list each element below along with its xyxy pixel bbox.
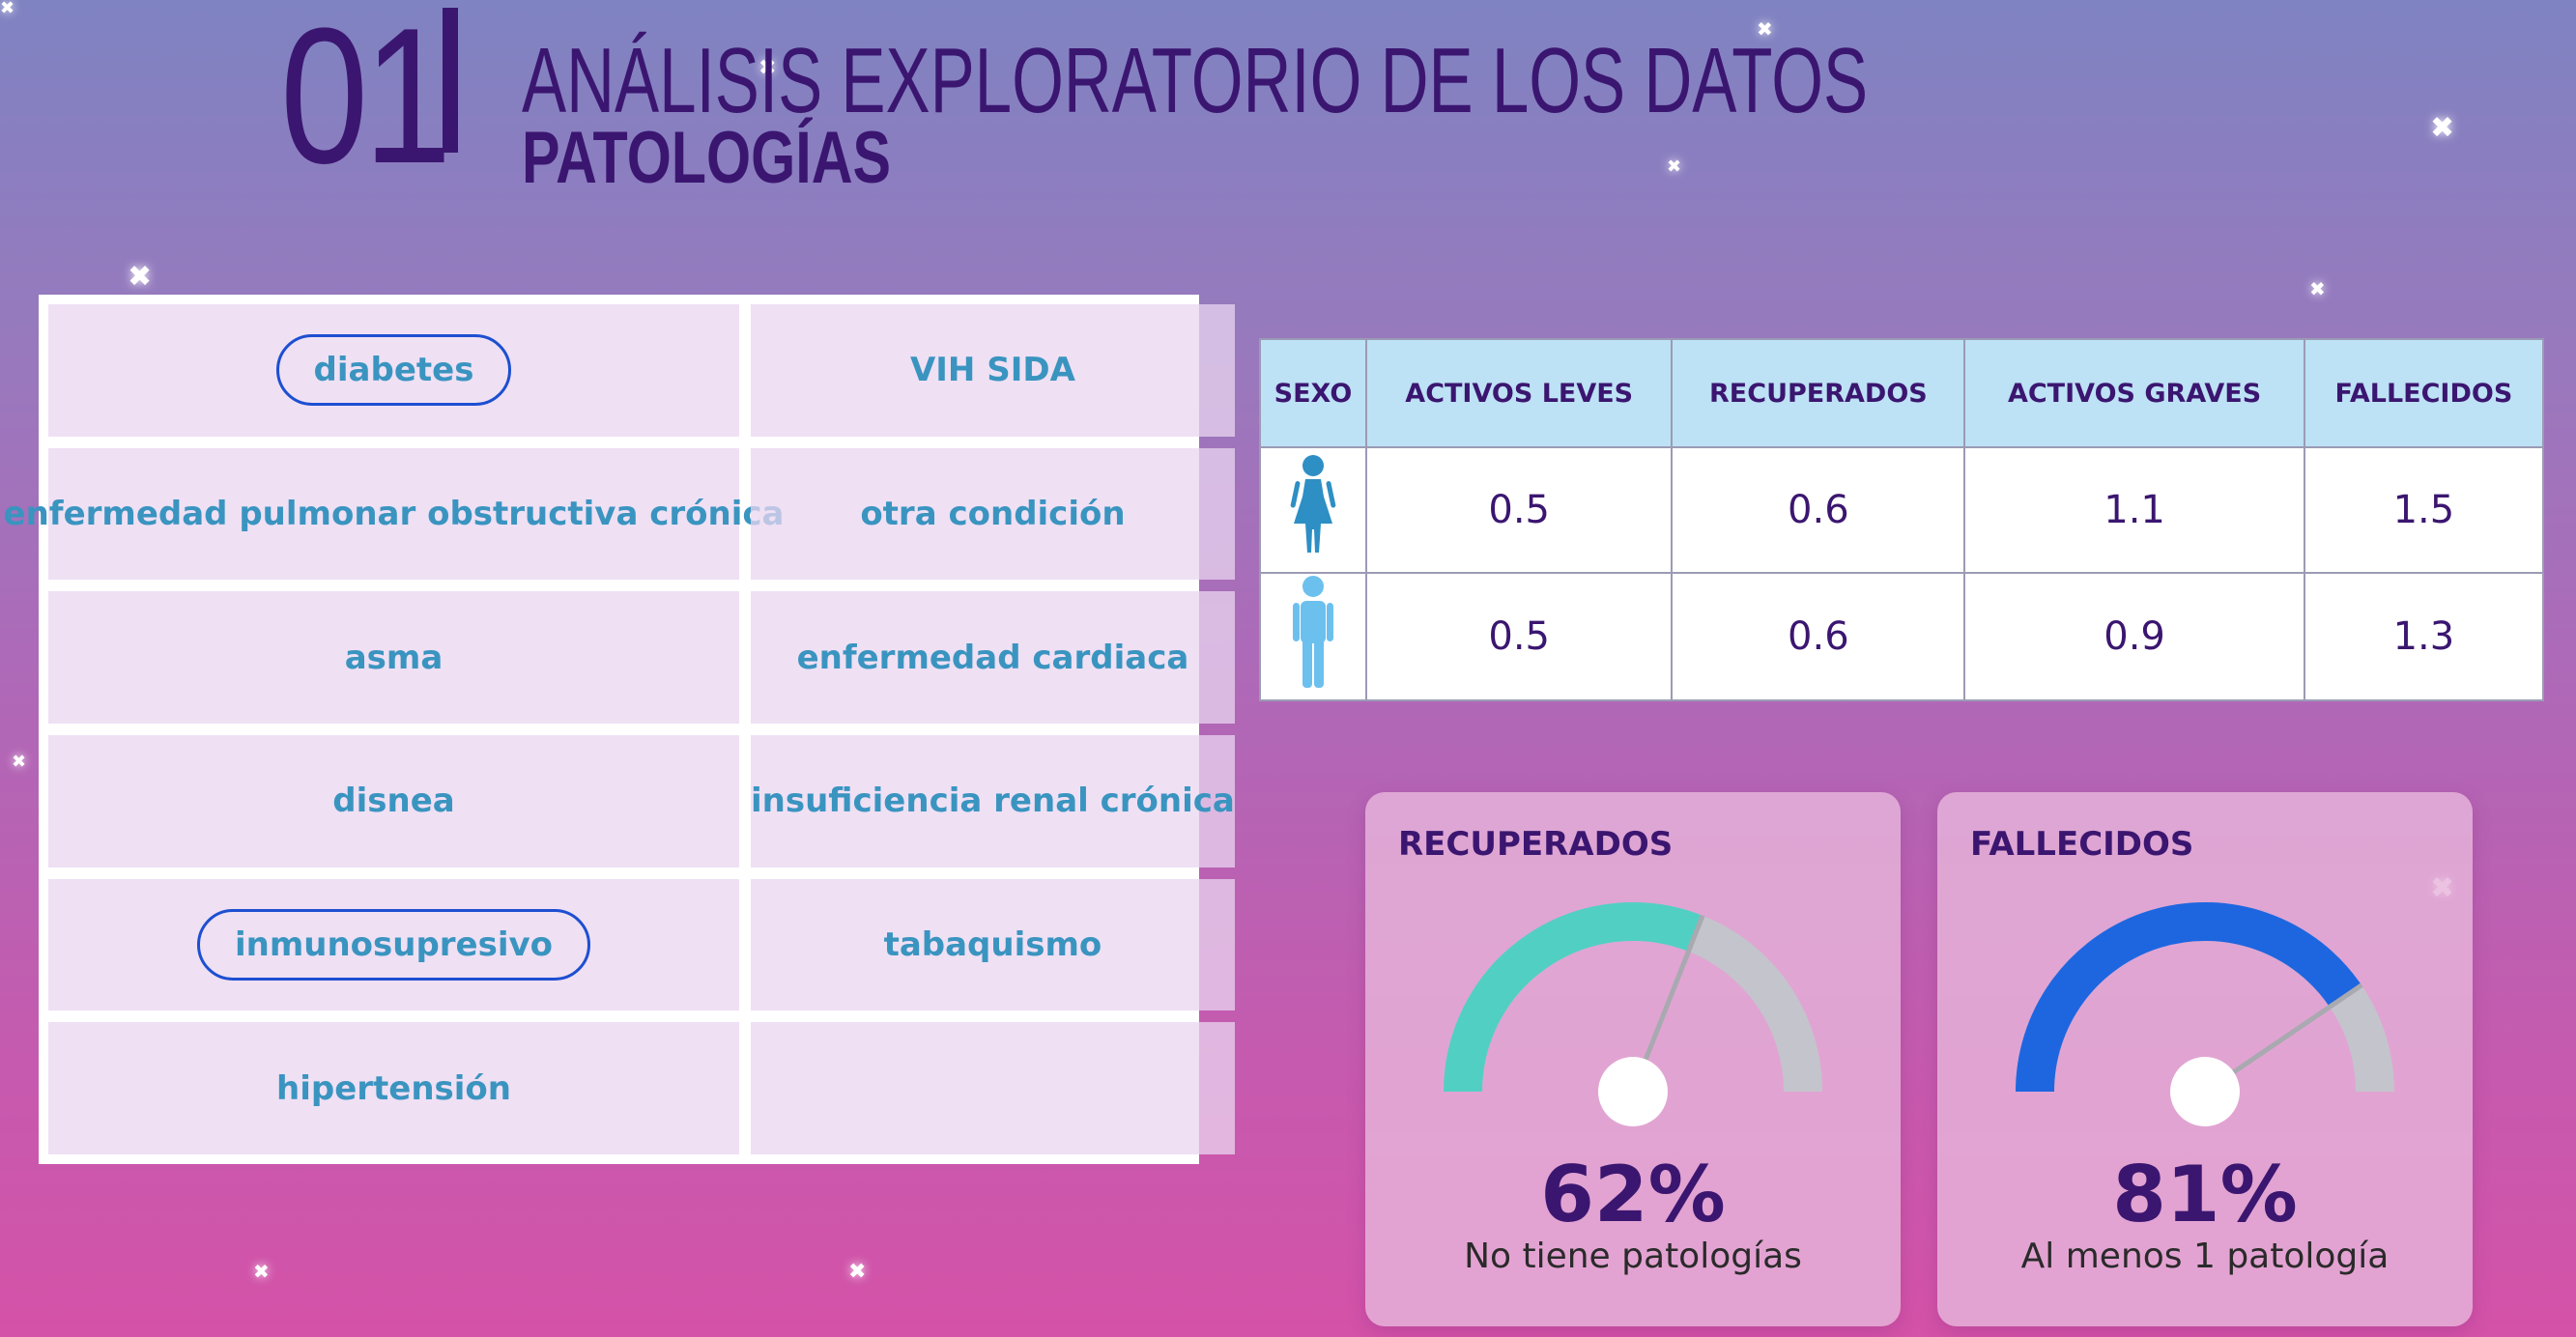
pathology-cell: hipertensión [48,1022,739,1154]
pathology-cell: tabaquismo [751,878,1235,1011]
page-title: ANÁLISIS EXPLORATORIO DE LOS DATOS [522,29,1869,132]
star-decoration: ✖ [0,0,15,18]
table-cell: 1.1 [1963,446,2305,574]
star-decoration: ✖ [253,1260,270,1283]
gauge-value: 81% [2112,1150,2298,1239]
pathology-label: disnea [332,782,455,821]
pathology-label: inmunosupresivo [196,908,591,981]
star-decoration: ✖ [128,260,153,294]
sex-cell [1258,572,1368,701]
table-cell: 1.5 [2303,446,2545,574]
pathology-cell-empty [751,1022,1235,1154]
table-row: 0.5 0.6 1.1 1.5 [1258,446,2545,574]
star-decoration: ✖ [2309,277,2326,300]
pathology-cell: diabetes [48,304,739,437]
pathology-label: tabaquismo [883,925,1102,964]
pathology-cell: disnea [48,735,739,868]
pathology-cell: asma [48,591,739,724]
pathology-label: enfermedad cardiaca [796,638,1189,677]
column-header: ACTIVOS LEVES [1365,338,1674,448]
pathology-cell: VIH SIDA [751,304,1235,437]
star-decoration: ✖ [848,1260,867,1284]
gauge-hub [1598,1057,1668,1126]
male-icon [1293,576,1333,688]
gauge-fill [2016,902,2362,1093]
column-header: FALLECIDOS [2303,338,2545,448]
star-decoration: ✖ [1667,156,1682,177]
recuperados-gauge-card: RECUPERADOS 62% No tiene patologías [1365,792,1901,1326]
table-cell: 0.5 [1365,572,1674,701]
pathology-label: insuficiencia renal crónica [751,782,1235,821]
card-title: FALLECIDOS [1970,825,2194,864]
table-row: 0.5 0.6 0.9 1.3 [1258,572,2545,701]
gauge-hub [2170,1057,2240,1126]
table-cell: 0.6 [1671,446,1966,574]
star-decoration: ✖ [758,56,777,80]
pathology-label: asma [344,638,444,677]
female-icon [1290,455,1336,553]
gauge-caption: Al menos 1 patología [2020,1237,2390,1276]
pathology-grid: diabetes VIH SIDA enfermedad pulmonar ob… [4,295,1235,1164]
pathology-label: otra condición [860,494,1126,533]
table-cell: 1.3 [2303,572,2545,701]
gauge-chart [1444,902,1822,1126]
pathology-cell: insuficiencia renal crónica [751,735,1235,868]
gauge-value: 62% [1540,1150,1726,1239]
sex-ratio-table: SEXO ACTIVOS LEVES RECUPERADOS ACTIVOS G… [1258,338,2545,701]
table-cell: 0.5 [1365,446,1674,574]
pathology-label: hipertensión [276,1068,511,1108]
table-cell: 0.9 [1963,572,2305,701]
gauge-chart [2016,902,2394,1126]
gauge-caption: No tiene patologías [1464,1237,1802,1276]
pathology-label: VIH SIDA [909,351,1075,390]
table-header-row: SEXO ACTIVOS LEVES RECUPERADOS ACTIVOS G… [1258,338,2545,448]
fallecidos-gauge-card: FALLECIDOS 81% Al menos 1 patología [1937,792,2473,1326]
pathology-cell: enfermedad pulmonar obstructiva crónica [4,447,784,581]
star-decoration: ✖ [12,752,27,772]
card-title: RECUPERADOS [1398,825,1674,864]
table-cell: 0.6 [1671,572,1966,701]
sex-cell [1258,446,1368,574]
pathology-cell: otra condición [751,447,1235,581]
pathology-cell: inmunosupresivo [48,878,739,1011]
page-subtitle: PATOLOGÍAS [522,117,892,199]
pathology-label: enfermedad pulmonar obstructiva crónica [3,494,785,533]
star-decoration: ✖ [2430,111,2455,145]
column-header: RECUPERADOS [1671,338,1966,448]
star-decoration: ✖ [1757,17,1773,41]
pathology-label: diabetes [275,334,512,407]
section-number: 01 [280,0,452,204]
pathology-cell: enfermedad cardiaca [751,591,1235,724]
column-header: ACTIVOS GRAVES [1963,338,2305,448]
gauge-fill [1444,902,1703,1093]
title-divider [443,8,458,153]
column-header: SEXO [1258,338,1368,448]
